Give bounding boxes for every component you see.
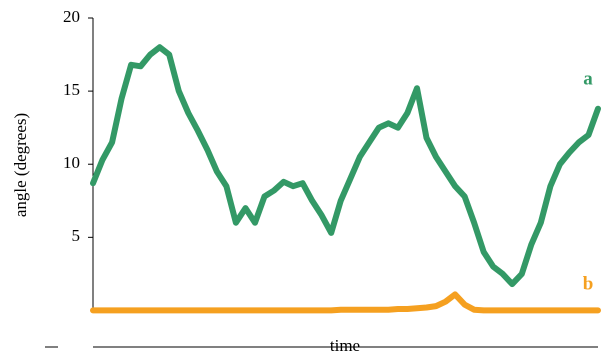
y-tick-label: 5 — [72, 226, 81, 245]
x-axis-label: time — [330, 336, 360, 355]
y-tick-label: 10 — [63, 153, 80, 172]
series-line — [90, 291, 601, 314]
y-tick-label: 20 — [63, 7, 80, 26]
y-tick-label: 15 — [63, 80, 80, 99]
y-axis-label: angle (degrees) — [11, 113, 30, 217]
series-label: b — [583, 273, 594, 294]
series-label: a — [583, 68, 593, 89]
series-line — [90, 44, 601, 288]
